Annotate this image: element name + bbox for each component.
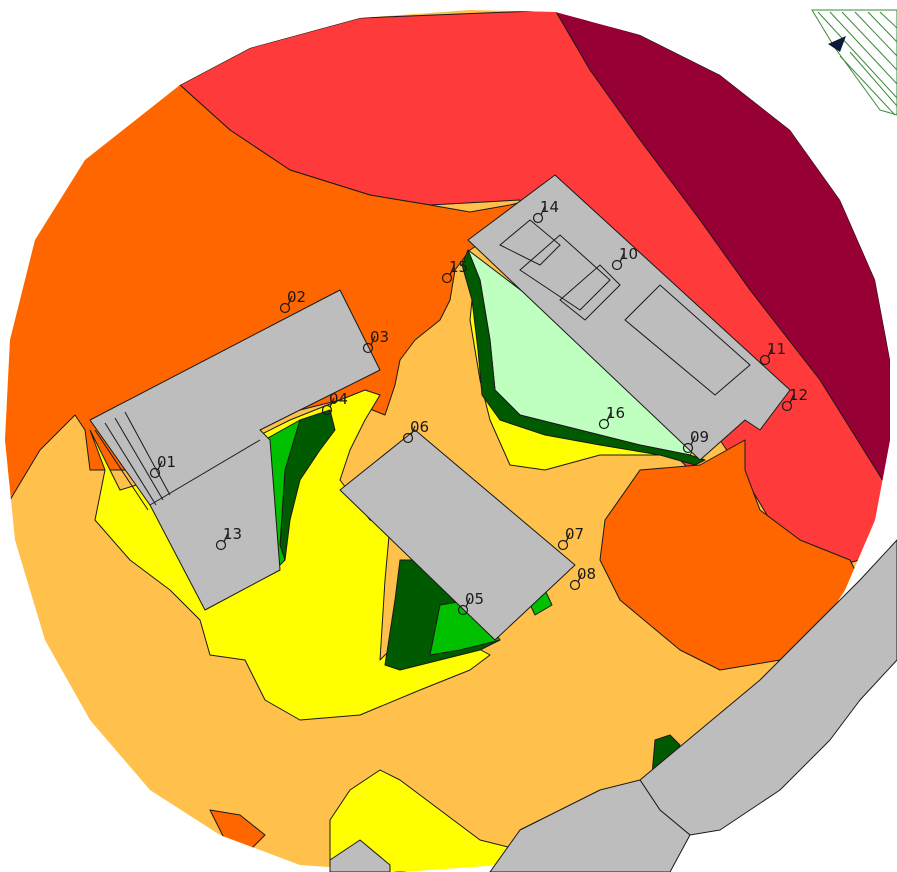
receiver-marker: 06	[402, 418, 429, 444]
receiver-marker: 08	[569, 565, 596, 591]
receiver-leader-line	[449, 265, 455, 276]
receiver-marker: 14	[532, 198, 559, 224]
hatched-area	[811, 9, 897, 116]
receiver-label: 08	[577, 565, 596, 583]
zone-dark-red	[554, 10, 890, 501]
receiver-icon	[402, 432, 414, 444]
receiver-label: 11	[767, 340, 786, 358]
receiver-icon	[362, 342, 374, 354]
receiver-marker: 13	[215, 525, 242, 551]
receiver-label: 14	[540, 198, 559, 216]
building-center	[339, 429, 576, 641]
receiver-leader-line	[287, 295, 293, 306]
receiver-label: 02	[287, 288, 306, 306]
receiver-leader-line	[565, 532, 571, 543]
receiver-leader-line	[223, 532, 229, 543]
receiver-marker: 02	[279, 288, 306, 314]
receiver-icon	[149, 467, 161, 479]
receiver-label: 04	[329, 390, 348, 408]
receiver-label: 13	[223, 525, 242, 543]
receiver-marker: 07	[557, 525, 584, 551]
receiver-leader-line	[577, 572, 583, 583]
receiver-marker: 12	[781, 386, 808, 412]
receiver-label: 01	[157, 453, 176, 471]
receiver-leader-line	[157, 460, 163, 471]
receiver-label: 06	[410, 418, 429, 436]
receiver-icon	[532, 212, 544, 224]
receiver-icon	[781, 400, 793, 412]
receiver-icon	[759, 354, 771, 366]
receiver-leader-line	[690, 435, 696, 446]
receiver-marker: 16	[598, 404, 625, 430]
receiver-icon	[569, 579, 581, 591]
receiver-label: 03	[370, 328, 389, 346]
receiver-label: 12	[789, 386, 808, 404]
receiver-icon	[279, 302, 291, 314]
building-bottom	[489, 779, 691, 872]
receiver-label: 07	[565, 525, 584, 543]
receiver-icon	[457, 604, 469, 616]
receiver-leader-line	[329, 397, 335, 408]
zone-yellow-bottom	[329, 769, 521, 872]
north-arrow-icon	[828, 36, 846, 52]
receiver-icon	[611, 259, 623, 271]
receiver-marker: 09	[682, 428, 709, 454]
receiver-icon	[321, 404, 333, 416]
receiver-marker: 11	[759, 340, 786, 366]
receiver-leader-line	[410, 425, 416, 436]
receiver-label: 15	[449, 258, 468, 276]
buildings	[89, 174, 897, 872]
receiver-leader-line	[767, 347, 773, 358]
receiver-points: 01 02 03 04 05 06 07 08 09 10 11 12 13 14 15 16	[149, 198, 808, 616]
receiver-label: 05	[465, 590, 484, 608]
receiver-leader-line	[606, 411, 612, 422]
receiver-marker: 04	[321, 390, 348, 416]
receiver-label: 09	[690, 428, 709, 446]
receiver-marker: 05	[457, 590, 484, 616]
receiver-label: 10	[619, 245, 638, 263]
receiver-marker: 01	[149, 453, 176, 479]
zone-green-edge	[461, 249, 706, 466]
receiver-icon	[682, 442, 694, 454]
receiver-marker: 10	[611, 245, 638, 271]
receiver-icon	[215, 539, 227, 551]
building-right	[467, 174, 791, 461]
receiver-leader-line	[370, 335, 376, 346]
receiver-leader-line	[540, 205, 546, 216]
receiver-leader-line	[465, 597, 471, 608]
zone-orange-top	[5, 79, 531, 501]
receiver-label: 16	[606, 404, 625, 422]
receiver-icon	[598, 418, 610, 430]
building-bottom-left	[329, 839, 391, 872]
receiver-icon	[441, 272, 453, 284]
zone-orange-bottom-left	[209, 809, 266, 851]
building-left	[89, 289, 381, 611]
receiver-leader-line	[619, 252, 625, 263]
receiver-marker: 15	[441, 258, 468, 284]
receiver-icon	[557, 539, 569, 551]
building-bottom-right	[639, 539, 897, 836]
receiver-leader-line	[789, 393, 795, 404]
receiver-marker: 03	[362, 328, 389, 354]
